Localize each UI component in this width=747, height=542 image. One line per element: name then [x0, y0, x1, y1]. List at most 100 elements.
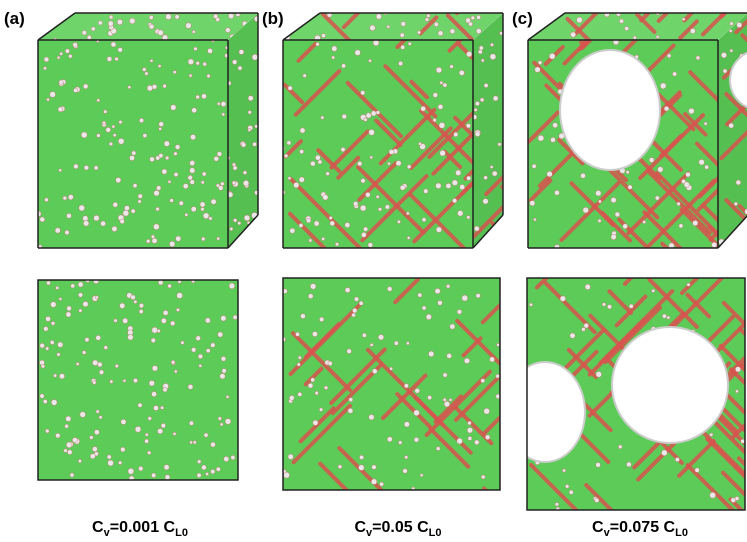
vacancy	[492, 231, 497, 236]
vacancy	[174, 152, 178, 156]
vacancy	[196, 61, 200, 65]
vacancy	[147, 451, 151, 455]
vacancy	[466, 51, 472, 57]
vacancy	[186, 23, 192, 29]
vacancy	[474, 226, 479, 231]
vacancy	[357, 161, 362, 166]
vacancy	[407, 165, 411, 169]
vacancy	[696, 56, 700, 60]
vacancy	[201, 237, 205, 241]
vacancy	[628, 185, 633, 190]
vacancy	[66, 416, 71, 421]
vacancy	[299, 177, 304, 182]
vacancy	[315, 155, 320, 160]
vacancy	[107, 455, 111, 459]
vacancy	[629, 304, 633, 308]
vacancy	[173, 432, 176, 435]
vacancy	[287, 141, 291, 145]
vacancy	[294, 182, 300, 188]
vacancy	[243, 171, 247, 175]
vacancy	[218, 186, 223, 191]
vacancy	[378, 208, 382, 212]
vacancy	[217, 237, 220, 240]
vacancy	[196, 336, 201, 341]
vacancy	[547, 171, 553, 177]
vacancy	[446, 284, 450, 288]
vacancy	[112, 125, 115, 128]
vacancy	[288, 86, 293, 91]
vacancy	[83, 84, 88, 89]
vacancy	[248, 111, 252, 115]
vacancy	[145, 72, 149, 76]
face	[283, 278, 500, 490]
vacancy	[241, 143, 246, 148]
vacancy	[394, 341, 398, 345]
vacancy	[695, 468, 700, 473]
vacancy	[149, 15, 153, 19]
caption: Cv=0.05 CL0	[354, 519, 441, 539]
vacancy	[231, 455, 235, 459]
vacancy	[92, 381, 96, 385]
vacancy	[116, 177, 121, 182]
vacancy	[342, 64, 346, 68]
vacancy	[467, 427, 473, 433]
vacancy	[492, 171, 497, 176]
vacancy	[616, 11, 621, 16]
vacancy	[398, 441, 402, 445]
vacancy	[607, 305, 611, 309]
vacancy	[135, 426, 141, 432]
vacancy	[218, 332, 223, 337]
vacancy	[570, 333, 575, 338]
vacancy	[244, 215, 250, 221]
vacancy	[118, 138, 124, 144]
vacancy	[358, 465, 364, 471]
vacancy	[220, 423, 223, 426]
void	[560, 50, 660, 170]
vacancy	[202, 172, 206, 176]
vacancy	[158, 280, 163, 285]
vacancy	[151, 338, 156, 343]
vacancy	[179, 201, 183, 205]
vacancy	[490, 54, 496, 60]
vacancy	[422, 306, 426, 310]
vacancy	[364, 118, 368, 122]
vacancy	[173, 70, 176, 73]
vacancy	[438, 104, 443, 109]
vacancy	[99, 370, 104, 375]
caption-text: =0.05 C	[372, 519, 429, 536]
vacancy	[478, 50, 482, 54]
vacancy	[324, 386, 328, 390]
vacancy	[156, 156, 160, 160]
vacancy	[65, 49, 69, 53]
vacancy	[221, 356, 226, 361]
vacancy	[253, 142, 257, 146]
vacancy	[712, 242, 717, 247]
vacancy	[46, 316, 51, 321]
vacancy	[226, 395, 229, 398]
vacancy	[201, 94, 206, 99]
vacancy	[78, 293, 82, 297]
vacancy	[91, 27, 95, 31]
vacancy	[436, 183, 442, 189]
vacancy	[615, 212, 620, 217]
vacancy	[704, 122, 707, 125]
vacancy	[40, 343, 45, 348]
vacancy	[471, 16, 475, 20]
vacancy	[625, 26, 629, 30]
vacancy	[300, 128, 305, 133]
vacancy	[197, 460, 201, 464]
vacancy	[201, 207, 205, 211]
vacancy	[425, 18, 429, 22]
vacancy	[370, 156, 373, 159]
vacancy	[220, 374, 225, 379]
vacancy	[90, 454, 95, 459]
vacancy	[565, 484, 569, 488]
vacancy	[51, 399, 57, 405]
vacancy	[174, 370, 177, 373]
vacancy	[530, 201, 535, 206]
vacancy	[138, 403, 142, 407]
vacancy	[729, 29, 732, 32]
vacancy	[397, 220, 400, 223]
vacancy	[92, 360, 98, 366]
vacancy	[70, 473, 74, 477]
